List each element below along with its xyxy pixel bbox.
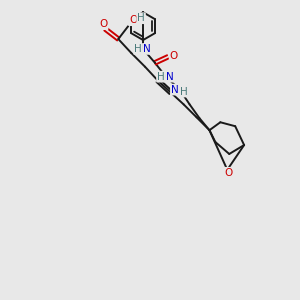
Text: H: H bbox=[137, 13, 145, 23]
Text: N: N bbox=[171, 85, 178, 94]
Text: N: N bbox=[143, 44, 151, 54]
Text: H: H bbox=[157, 72, 165, 82]
Text: O: O bbox=[99, 19, 108, 29]
Text: O: O bbox=[170, 51, 178, 61]
Text: N: N bbox=[166, 72, 174, 82]
Text: H: H bbox=[134, 44, 142, 54]
Text: H: H bbox=[180, 86, 188, 97]
Text: O: O bbox=[129, 15, 137, 25]
Text: O: O bbox=[224, 168, 232, 178]
